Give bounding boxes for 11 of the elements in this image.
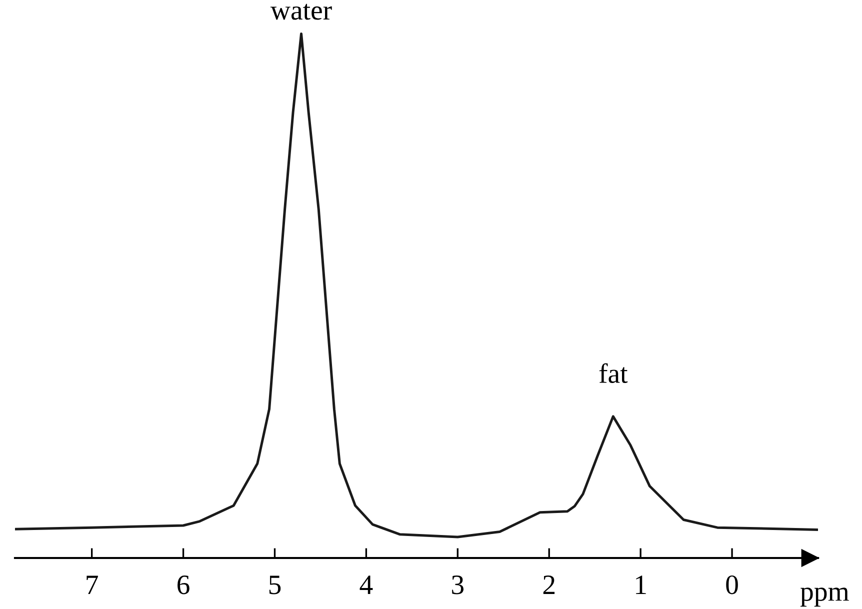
annotation: fat <box>599 363 628 384</box>
x-tick-label: 6 <box>178 576 190 594</box>
x-tick-label: 7 <box>86 576 98 594</box>
x-axis-title: ppm <box>800 588 849 607</box>
x-tick-label: 1 <box>636 576 646 594</box>
x-tick-label: 0 <box>726 575 738 594</box>
x-tick-label: 4 <box>360 576 373 594</box>
x-tick-label: 5 <box>269 576 281 594</box>
x-tick-label: 3 <box>452 576 464 594</box>
annotation: water <box>270 4 332 20</box>
x-tick-label: 2 <box>543 576 555 594</box>
